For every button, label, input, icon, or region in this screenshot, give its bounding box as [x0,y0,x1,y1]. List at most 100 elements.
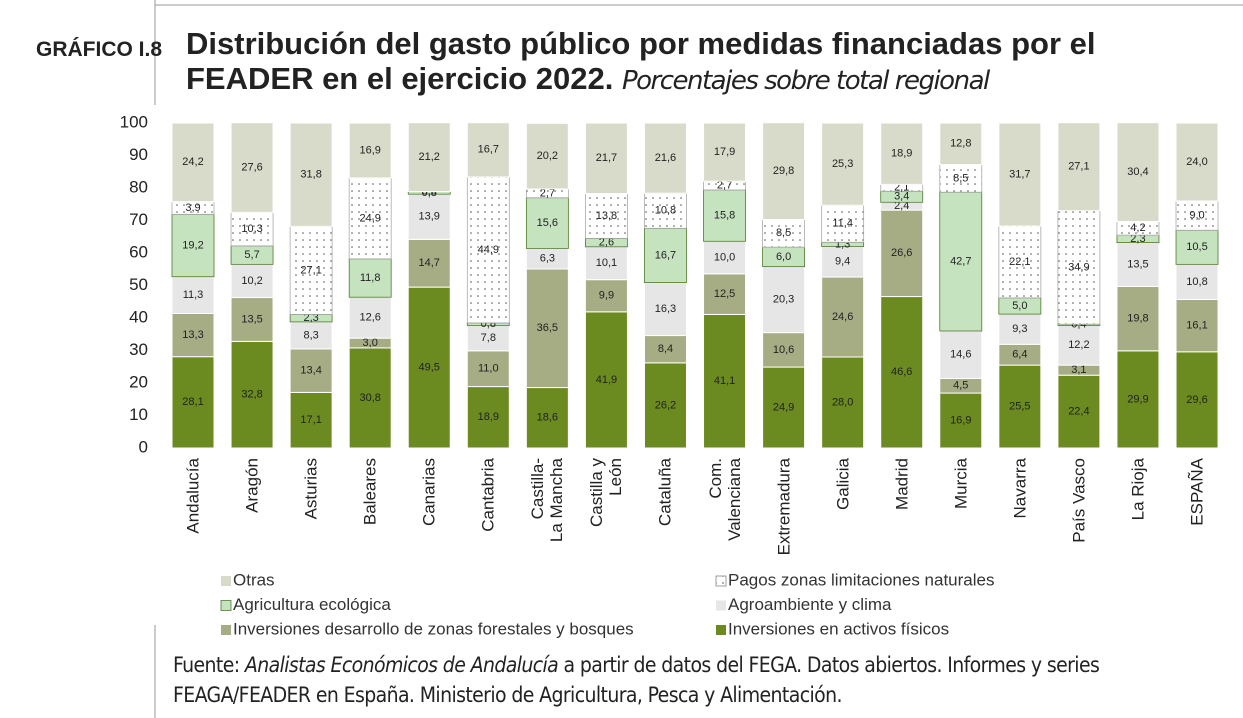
value-label: 14,7 [419,257,440,269]
x-tick-label: ESPAÑA [1187,458,1207,526]
y-tick-label: 70 [129,210,148,229]
bar-segment [880,296,924,449]
value-label: 8,5 [776,227,791,239]
value-label: 26,2 [655,399,676,411]
bar-segment [348,177,392,260]
x-tick-label: Extremadura [774,458,794,556]
value-label: 16,1 [1186,320,1207,332]
bar-segment [1175,229,1219,265]
x-tick-label: La Rioja [1128,458,1148,521]
y-tick-label: 100 [120,112,148,131]
title-text: Distribución del gasto público por medid… [186,26,1096,96]
value-label: 15,6 [537,217,558,229]
x-tick-label: Madrid [892,458,912,510]
bar-segment [762,219,805,248]
value-label: 30,4 [1127,166,1148,178]
bar-segment [289,122,333,227]
bar-segment [939,392,983,449]
value-label: 29,9 [1127,393,1148,405]
value-label: 16,9 [359,144,380,156]
chart-title: Distribución del gasto público por medid… [186,26,1226,99]
value-label: 17,9 [714,146,735,158]
bar-segment [643,362,687,449]
value-label: 2,7 [540,187,555,199]
value-label: 20,3 [773,294,794,306]
value-label: 24,9 [773,401,794,413]
x-tick-label: País Vasco [1069,458,1089,543]
value-label: 13,3 [182,329,203,341]
x-tick-label: Castilla- La Mancha [528,458,567,543]
value-label: 13,5 [1127,258,1148,270]
bar-segment [762,122,806,221]
value-label: 9,4 [835,256,850,268]
bar-segment [466,122,510,178]
value-label: 9,3 [1012,323,1027,335]
bar-segment [821,204,865,243]
bar-segment [1057,374,1101,449]
value-label: 2,6 [599,237,614,249]
value-label: 27,1 [300,264,321,276]
bar-segment [230,122,274,213]
value-label: 10,8 [655,205,676,217]
x-tick-label: Canarias [419,458,439,527]
bar-segment [762,332,806,368]
x-tick-label: Navarra [1010,458,1030,519]
bar-segment [939,164,983,193]
bar-segment [762,366,806,449]
bar-segment [230,340,274,449]
value-label: 4,5 [953,380,968,392]
value-label: 27,6 [241,161,262,173]
value-label: 49,5 [419,361,440,373]
legend-label: Pagos zonas limitaciones naturales [728,570,994,589]
value-label: 16,9 [950,414,971,426]
bar-segment [348,296,392,339]
value-label: 12,6 [359,312,380,324]
figure-label: GRÁFICO I.8 [36,38,163,61]
x-tick-label: Andalucía [183,458,203,534]
value-label: 19,2 [182,239,203,251]
bar-segment [525,268,569,389]
value-label: 12,2 [1068,339,1089,351]
y-tick-label: 80 [129,177,148,196]
bar-segment [644,192,687,229]
value-label: 14,6 [950,349,971,361]
bar-segment [1175,263,1219,300]
value-label: 11,3 [183,289,204,301]
value-label: 16,7 [478,144,499,156]
bar-segment [1116,122,1160,222]
bar-segment [1057,210,1101,325]
x-tick-label: Galicia [833,458,853,510]
value-label: 13,8 [596,210,617,222]
legend-swatch [716,600,726,611]
value-label: 18,6 [537,412,558,424]
value-label: 22,1 [1009,256,1030,268]
bar-segment [703,240,747,275]
bar-segment [348,258,392,298]
value-label: 21,6 [655,152,676,164]
value-label: 3,9 [185,202,200,214]
bar-segment [585,193,628,239]
bar-segment [998,364,1042,449]
bar-segment [171,122,215,203]
legend-label: Otras [233,570,275,589]
value-label: 31,7 [1009,168,1030,180]
bar-segment [1175,200,1219,231]
bar-segment [939,122,983,166]
value-label: 46,6 [891,366,912,378]
y-tick-label: 30 [129,340,148,359]
bar-segment [821,246,865,278]
value-label: 20,2 [537,150,558,162]
value-label: 10,1 [596,257,617,269]
bar-segment [171,276,215,314]
value-label: 10,5 [1186,241,1207,253]
legend-swatch [220,600,232,611]
value-label: 8,4 [658,343,673,355]
subtitle: Porcentajes sobre total regional [621,66,990,96]
y-tick-label: 60 [129,242,148,261]
legend-label: Agricultura ecológica [233,595,391,614]
value-label: 9,9 [599,290,614,302]
bar-segment [466,176,510,324]
value-label: 10,6 [773,344,794,356]
value-label: 17,1 [300,414,321,426]
